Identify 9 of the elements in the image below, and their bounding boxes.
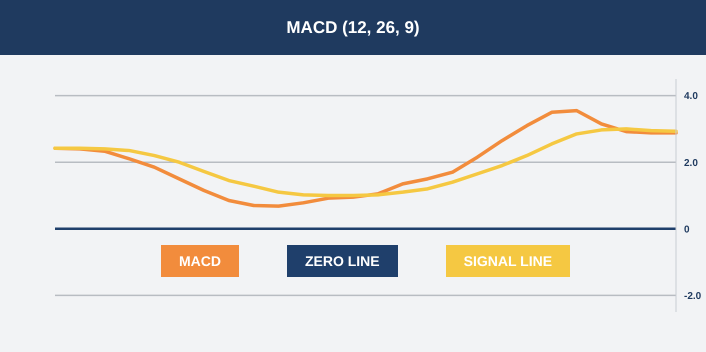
y-tick-label: 2.0 (684, 158, 698, 169)
line-series (53, 127, 678, 198)
chart-title: MACD (12, 26, 9) (0, 0, 706, 55)
y-tick-label: 4.0 (684, 91, 698, 102)
text: SIGNAL LINE (446, 245, 570, 277)
ref-line-label: ZERO LINE (286, 245, 398, 277)
text: MACD (160, 245, 239, 277)
y-tick-label: 0 (684, 224, 690, 236)
y-tick-label: -2.0 (684, 290, 702, 302)
